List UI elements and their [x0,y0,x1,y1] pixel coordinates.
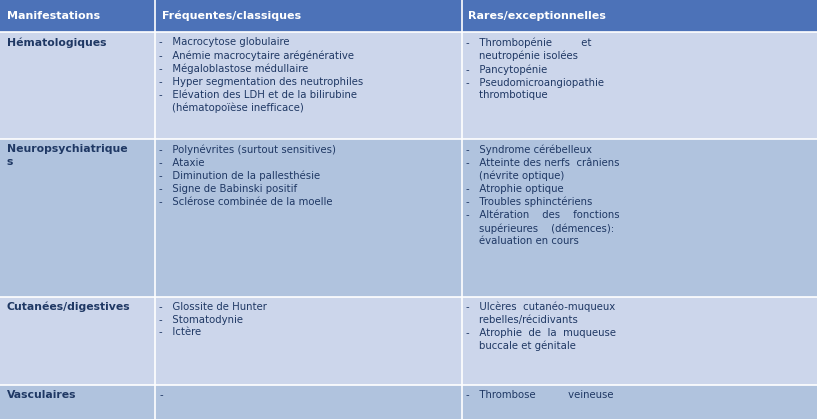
Text: Vasculaires: Vasculaires [7,390,76,400]
Bar [0,297,155,385]
Text: -: - [159,390,163,400]
Text: -   Ulcères  cutanéo-muqueux
    rebelles/récidivants
-   Atrophie  de  la  muqu: - Ulcères cutanéo-muqueux rebelles/récid… [466,302,616,352]
Bar [155,385,462,419]
Bar [462,297,817,385]
Text: -   Syndrome cérébelleux
-   Atteinte des nerfs  crâniens
    (névrite optique)
: - Syndrome cérébelleux - Atteinte des ne… [466,144,619,246]
Bar [155,32,462,140]
Bar [0,0,155,32]
Bar [0,140,155,297]
Text: -   Macrocytose globulaire
-   Anémie macrocytaire arégénérative
-   Mégaloblast: - Macrocytose globulaire - Anémie macroc… [159,37,364,113]
Text: Fréquentes/classiques: Fréquentes/classiques [162,11,301,21]
Text: Rares/exceptionnelles: Rares/exceptionnelles [468,11,606,21]
Text: Manifestations: Manifestations [7,11,100,21]
Text: -   Thrombose          veineuse: - Thrombose veineuse [466,390,614,400]
Text: -   Glossite de Hunter
-   Stomatodynie
-   Ictère: - Glossite de Hunter - Stomatodynie - Ic… [159,302,267,337]
Text: Cutanées/digestives: Cutanées/digestives [7,302,130,313]
Bar [0,32,155,140]
Bar [462,385,817,419]
Text: Neuropsychiatrique
s: Neuropsychiatrique s [7,144,127,167]
Bar [155,140,462,297]
Bar [462,140,817,297]
Bar [155,297,462,385]
Text: -   Thrombopénie         et
    neutropénie isolées
-   Pancytopénie
-   Pseudom: - Thrombopénie et neutropénie isolées - … [466,37,604,100]
Bar [155,0,462,32]
Bar [0,385,155,419]
Text: Hématologiques: Hématologiques [7,37,106,48]
Text: -   Polynévrites (surtout sensitives)
-   Ataxie
-   Diminution de la pallesthés: - Polynévrites (surtout sensitives) - At… [159,144,337,207]
Bar [462,0,817,32]
Bar [462,32,817,140]
